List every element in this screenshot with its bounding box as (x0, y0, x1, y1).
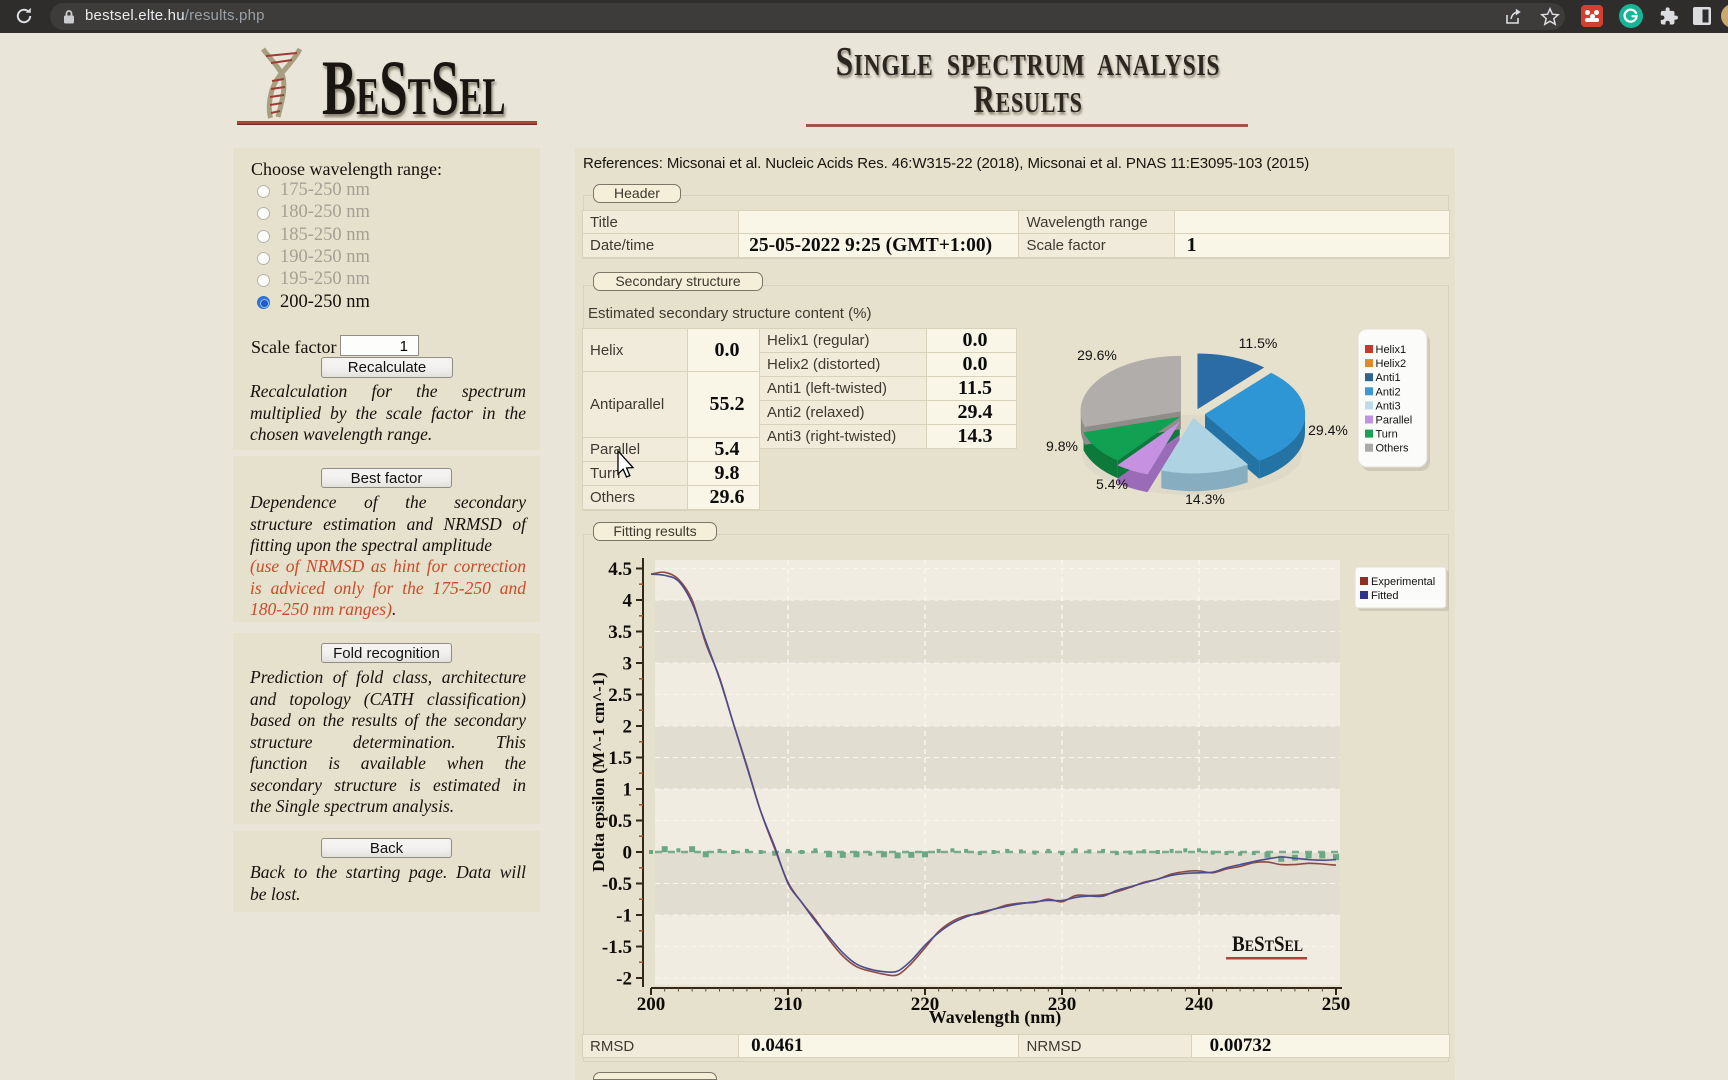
svg-text:2: 2 (623, 717, 633, 738)
svg-text:-1: -1 (616, 906, 632, 927)
svg-text:2.5: 2.5 (608, 685, 632, 706)
svg-text:1.5: 1.5 (608, 748, 632, 769)
svg-text:29.4%: 29.4% (1308, 422, 1348, 438)
svg-text:200: 200 (637, 994, 666, 1015)
svg-text:210: 210 (774, 994, 803, 1015)
svg-text:Wavelength (nm): Wavelength (nm) (929, 1007, 1062, 1028)
svg-text:250: 250 (1322, 994, 1351, 1015)
svg-text:Others: Others (1376, 443, 1410, 455)
svg-text:Helix2: Helix2 (1376, 358, 1407, 370)
svg-text:230: 230 (1048, 994, 1077, 1015)
svg-text:11.5%: 11.5% (1239, 335, 1278, 351)
svg-text:Delta epsilon (M^-1 cm^-1): Delta epsilon (M^-1 cm^-1) (589, 672, 608, 872)
svg-text:Parallel: Parallel (1376, 415, 1413, 427)
svg-text:Experimental: Experimental (1371, 576, 1435, 588)
svg-text:5.4%: 5.4% (1096, 476, 1128, 492)
svg-text:0: 0 (623, 843, 633, 864)
svg-text:-1.5: -1.5 (602, 937, 632, 958)
svg-text:Anti1: Anti1 (1376, 372, 1401, 384)
svg-text:Fitted: Fitted (1371, 590, 1399, 602)
svg-text:29.6%: 29.6% (1077, 347, 1117, 363)
svg-text:0.5: 0.5 (608, 811, 632, 832)
svg-text:1: 1 (623, 780, 633, 801)
svg-text:Anti2: Anti2 (1376, 386, 1401, 398)
svg-text:9.8%: 9.8% (1046, 438, 1078, 454)
svg-text:4.5: 4.5 (608, 559, 632, 580)
svg-text:240: 240 (1185, 994, 1214, 1015)
svg-text:Turn: Turn (1376, 429, 1398, 441)
svg-text:14.3%: 14.3% (1185, 491, 1225, 507)
svg-text:Helix1: Helix1 (1376, 344, 1407, 356)
svg-text:220: 220 (911, 994, 940, 1015)
svg-text:-2: -2 (616, 969, 632, 990)
svg-text:-0.5: -0.5 (602, 874, 632, 895)
svg-text:4: 4 (623, 591, 633, 612)
svg-text:Anti3: Anti3 (1376, 400, 1401, 412)
svg-text:3.5: 3.5 (608, 622, 632, 643)
svg-text:3: 3 (623, 654, 633, 675)
